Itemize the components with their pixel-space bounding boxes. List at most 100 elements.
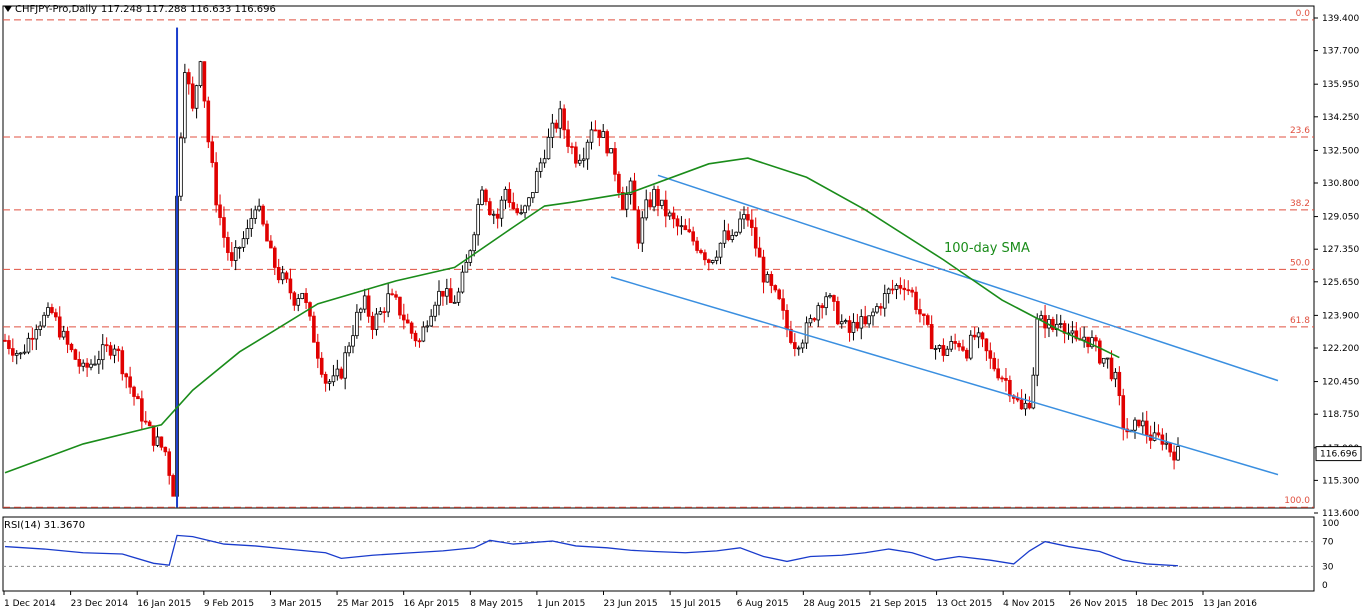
candle-body [922, 313, 926, 317]
candle-body [710, 260, 715, 263]
candle-body [347, 345, 351, 354]
candle-body [73, 349, 78, 360]
candle-body [1027, 402, 1032, 409]
candle-body [1133, 419, 1137, 431]
y-tick-label: 132.500 [1322, 146, 1359, 156]
candle-body [276, 267, 281, 281]
candle-body [863, 316, 867, 325]
candle-body [331, 375, 336, 383]
candle-body [179, 137, 183, 197]
y-tick-label: 113.600 [1322, 509, 1359, 519]
candle-body [1172, 451, 1176, 461]
candle-body [804, 322, 809, 344]
candle-body [1008, 379, 1012, 397]
candle-body [398, 296, 402, 316]
candle-body [554, 122, 559, 129]
candle-body [867, 315, 871, 325]
candle-body [50, 307, 54, 314]
rsi-label: RSI(14) [4, 520, 41, 531]
y-tick-label: 130.800 [1322, 179, 1359, 189]
candle-body [816, 305, 821, 321]
chart-header: CHFJPY-Pro,Daily 117.248 117.288 116.633 … [4, 4, 280, 15]
candle-body [14, 352, 19, 356]
candle-body [1035, 318, 1040, 376]
candle-body [3, 339, 7, 342]
candle-body [210, 141, 215, 163]
candle-body [957, 343, 961, 348]
x-tick-label: 4 Nov 2015 [1003, 599, 1055, 609]
candle-body [54, 312, 58, 318]
x-tick-label: 3 Mar 2015 [270, 599, 321, 609]
candle-body [695, 240, 699, 251]
candle-body [601, 131, 606, 138]
candle-body [319, 357, 324, 375]
candle-body [65, 330, 70, 345]
candle-body [359, 308, 363, 313]
candle-body [421, 326, 426, 342]
candle-body [140, 398, 144, 422]
x-tick-label: 23 Dec 2014 [71, 599, 129, 609]
rsi-plot-frame [2, 516, 1315, 592]
candle-body [847, 320, 852, 333]
candle-body [722, 230, 727, 244]
candle-body [1031, 374, 1036, 409]
candle-body [882, 293, 887, 309]
candle-body [1113, 371, 1118, 380]
candle-body [143, 420, 148, 423]
candle-body [503, 188, 508, 201]
candle-body [781, 298, 785, 311]
candle-body [589, 129, 594, 143]
candle-body [777, 289, 781, 300]
candle-body [933, 348, 938, 350]
y-tick-label: 135.950 [1322, 80, 1359, 90]
candle-body [836, 301, 840, 325]
candle-body [726, 230, 731, 240]
candle-body [402, 314, 406, 321]
rsi-tick-label: 100 [1322, 519, 1339, 529]
candle-body [362, 295, 367, 310]
candle-body [214, 162, 218, 206]
x-tick-label: 1 Dec 2014 [4, 599, 56, 609]
candle-body [1082, 336, 1086, 341]
candle-body [456, 291, 461, 303]
candle-body [448, 288, 453, 304]
y-tick-label: 125.650 [1322, 278, 1359, 288]
candle-body [793, 342, 797, 349]
candle-body [222, 217, 226, 238]
candle-body [445, 288, 449, 297]
candle-body [566, 129, 570, 147]
rsi-tick-label: 70 [1322, 538, 1334, 548]
candle-body [832, 295, 836, 302]
candle-body [1168, 442, 1172, 453]
candle-body [97, 359, 101, 365]
candle-body [683, 225, 688, 231]
candle-body [374, 313, 379, 330]
collapse-triangle-icon[interactable] [4, 6, 12, 12]
candle-body [476, 204, 480, 236]
candle-body [929, 324, 934, 350]
candle-body [34, 329, 39, 340]
candle-body [577, 159, 582, 164]
candle-body [472, 234, 476, 252]
candle-body [562, 108, 566, 131]
candle-body [703, 252, 707, 261]
candle-body [734, 231, 738, 236]
candle-body [663, 199, 668, 217]
candle-body [57, 316, 62, 338]
candle-body [167, 451, 172, 476]
candle-body [42, 314, 46, 327]
fib-level-label: 38.2 [1290, 199, 1310, 209]
rsi-header: RSI(14) 31.3670 [4, 520, 88, 531]
rsi-value: 31.3670 [43, 520, 86, 531]
candle-body [980, 332, 985, 340]
candle-body [750, 219, 754, 228]
candle-body [77, 359, 82, 367]
candle-body [159, 436, 164, 448]
candle-body [984, 338, 989, 352]
candle-body [718, 242, 723, 258]
candle-body [81, 362, 86, 367]
candle-body [265, 223, 269, 242]
candle-body [69, 343, 74, 351]
candle-body [679, 225, 684, 228]
candle-body [769, 274, 774, 286]
